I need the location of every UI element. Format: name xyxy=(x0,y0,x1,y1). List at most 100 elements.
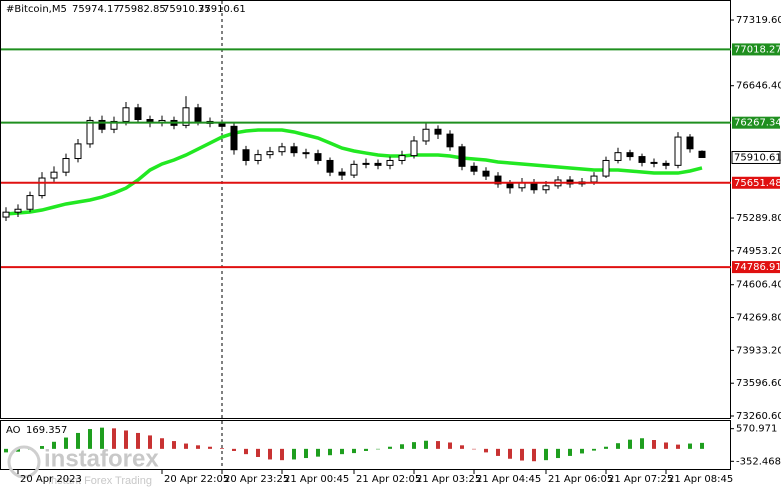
x-tick-label: 21 Apr 08:45 xyxy=(668,474,733,485)
indicator-bar xyxy=(400,444,404,449)
watermark: instaforex Instant Forex Trading xyxy=(7,445,159,487)
indicator-bar xyxy=(616,443,620,449)
candle-body xyxy=(422,128,430,142)
current-price-box xyxy=(731,150,781,164)
candle-body xyxy=(194,107,202,122)
level-label: 77018.27 xyxy=(734,44,781,55)
candle-body xyxy=(122,107,130,122)
indicator-bar xyxy=(424,440,428,449)
indicator-bar xyxy=(4,448,8,453)
candle-body xyxy=(74,143,82,160)
indicator-bar xyxy=(64,437,68,449)
x-tick-label: 21 Apr 00:45 xyxy=(284,474,349,485)
indicator-bar xyxy=(16,448,20,452)
indicator-tick-label: -352.468 xyxy=(736,456,781,467)
candle-body xyxy=(314,153,322,161)
indicator-title: AO xyxy=(6,425,21,436)
x-tick-label: 20 Apr 23:25 xyxy=(224,474,289,485)
x-tick-label: 21 Apr 07:25 xyxy=(608,474,673,485)
header-low: 75910.37 xyxy=(163,4,211,15)
candle-body xyxy=(326,159,334,173)
watermark-brand: instaforex xyxy=(44,445,159,472)
x-tick-label: 21 Apr 06:05 xyxy=(548,474,613,485)
current-price-label: 75910.61 xyxy=(734,152,781,163)
indicator-bar xyxy=(352,448,356,454)
x-tick-label: 21 Apr 03:25 xyxy=(416,474,481,485)
candle-body xyxy=(110,120,118,130)
x-tick-label: 21 Apr 04:45 xyxy=(476,474,541,485)
candle-body xyxy=(182,107,190,126)
candle-body xyxy=(458,146,466,167)
indicator-bar xyxy=(364,448,368,451)
watermark-logo xyxy=(7,445,41,479)
indicator-bar xyxy=(220,448,224,449)
indicator-bar xyxy=(688,443,692,449)
level-label-box xyxy=(732,261,780,274)
indicator-bar xyxy=(244,448,248,455)
y-tick-label: 74606.40 xyxy=(736,280,781,291)
main-panel xyxy=(0,0,731,419)
indicator-bar xyxy=(316,448,320,457)
candle-body xyxy=(698,150,706,158)
indicator-bar xyxy=(88,429,92,449)
candle-body xyxy=(230,125,238,151)
level-label-box xyxy=(732,43,780,56)
candle-body xyxy=(14,208,22,213)
chart-title: #Bitcoin,M5 xyxy=(6,4,67,15)
candle-body xyxy=(470,165,478,172)
candle-body xyxy=(254,154,262,161)
indicator-bar xyxy=(340,448,344,455)
header-close: 75910.61 xyxy=(198,4,246,15)
indicator-bar xyxy=(268,448,272,460)
indicator-bar xyxy=(124,430,128,449)
candle-body xyxy=(590,175,598,183)
indicator-bar xyxy=(292,448,296,460)
indicator-bar xyxy=(700,442,704,449)
indicator-bar xyxy=(172,441,176,449)
indicator-bar xyxy=(160,438,164,449)
indicator-bar xyxy=(52,441,56,449)
indicator-bar xyxy=(448,442,452,449)
header-high: 75982.85 xyxy=(118,4,166,15)
level-label-box xyxy=(732,176,780,189)
moving-average xyxy=(5,128,703,216)
candle-body xyxy=(506,183,514,189)
candle-body xyxy=(650,161,658,164)
indicator-bar xyxy=(232,448,236,451)
indicator-bar xyxy=(628,439,632,449)
candle-body xyxy=(338,171,346,176)
indicator-bar xyxy=(436,441,440,449)
candle-body xyxy=(686,136,694,150)
candle-body xyxy=(290,146,298,154)
candle-body xyxy=(542,185,550,191)
level-label-box xyxy=(732,116,780,129)
candle-body xyxy=(482,170,490,177)
candle-body xyxy=(98,119,106,130)
candle-body xyxy=(86,119,94,145)
candle-body xyxy=(662,162,670,166)
candle-body xyxy=(278,146,286,153)
indicator-bar xyxy=(556,448,560,459)
indicator-value: 169.357 xyxy=(26,425,67,436)
indicator-bar xyxy=(544,448,548,461)
y-tick-label: 74269.80 xyxy=(736,313,781,324)
candle-body xyxy=(50,171,58,179)
y-tick-label: 74953.20 xyxy=(736,246,781,257)
candle-body xyxy=(350,163,358,176)
indicator-bar xyxy=(532,448,536,462)
y-tick-label: 73596.60 xyxy=(736,378,781,389)
indicator-bar xyxy=(652,440,656,449)
indicator-bar xyxy=(604,446,608,449)
candle-body xyxy=(386,159,394,166)
header-open: 75974.17 xyxy=(72,4,120,15)
indicator-bar xyxy=(112,428,116,449)
y-tick-label: 73933.20 xyxy=(736,345,781,356)
candle-body xyxy=(530,182,538,191)
x-tick-label: 21 Apr 02:05 xyxy=(356,474,421,485)
candle-body xyxy=(2,211,10,218)
indicator-bar xyxy=(100,427,104,449)
indicator-bar xyxy=(664,442,668,449)
level-label: 75651.48 xyxy=(734,178,781,189)
